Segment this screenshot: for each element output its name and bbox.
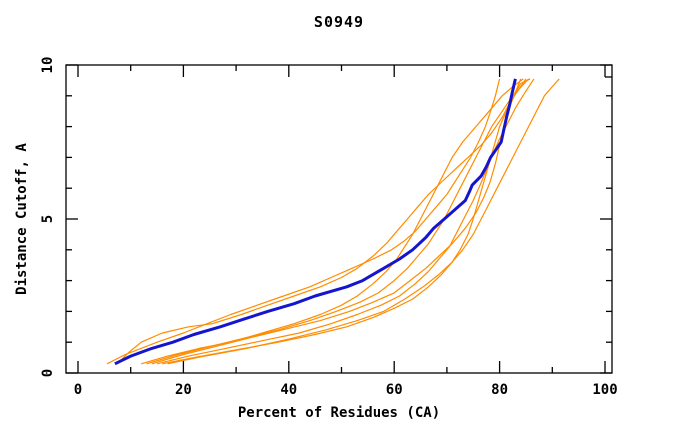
x-tick-label: 80 <box>491 382 508 398</box>
y-tick-label: 5 <box>40 215 56 223</box>
curve-orange-3 <box>141 78 524 365</box>
y-tick-label: 0 <box>40 369 56 377</box>
y-tick-label: 10 <box>40 57 56 74</box>
x-axis-label: Percent of Residues (CA) <box>238 405 440 421</box>
x-tick-label: 60 <box>386 382 403 398</box>
curve-orange-8 <box>167 78 560 365</box>
chart-title: S0949 <box>313 13 365 31</box>
x-tick-label: 100 <box>592 382 617 398</box>
curve-model-navy <box>114 78 517 366</box>
y-axis-label: Distance Cutoff, A <box>14 143 30 295</box>
curve-orange-6 <box>162 78 527 365</box>
x-tick-label: 0 <box>74 382 82 398</box>
plot-frame <box>65 64 613 374</box>
curve-orange-2 <box>117 78 522 365</box>
x-tick-label: 40 <box>280 382 297 398</box>
curve-orange-1 <box>106 78 501 365</box>
curve-orange-4 <box>146 78 530 365</box>
curve-orange-7 <box>151 78 531 365</box>
x-tick-label: 20 <box>175 382 192 398</box>
